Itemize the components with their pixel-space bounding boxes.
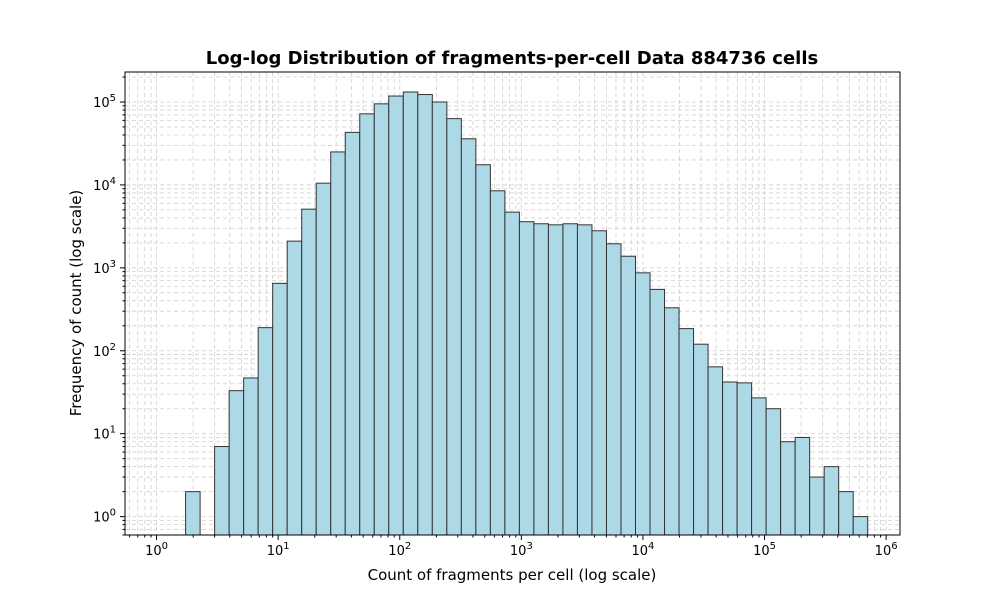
y-tick-label: 104 [93, 176, 116, 194]
histogram-bar [301, 208, 317, 536]
histogram-bars [185, 91, 869, 536]
histogram-bar [446, 118, 462, 536]
histogram-bar [736, 382, 753, 536]
histogram-bar [605, 243, 622, 536]
histogram-bar [533, 223, 549, 536]
histogram-bar [460, 138, 477, 536]
histogram-bar [562, 223, 578, 536]
histogram-bar [315, 182, 332, 536]
histogram-bar [344, 131, 361, 536]
axis-ticks: 100 101 102 103 104 105 106 100 101 102 103 104 105 [93, 76, 898, 559]
histogram-bar [780, 441, 796, 536]
y-tick-label: 100 [93, 508, 116, 526]
y-axis-title: Frequency of count (log scale) [67, 190, 85, 417]
x-axis-title: Count of fragments per cell (log scale) [368, 566, 657, 584]
histogram-bar [693, 343, 709, 536]
histogram-bar [765, 408, 782, 536]
histogram-bar [838, 491, 854, 536]
histogram-bar [373, 103, 390, 536]
chart-title: Log-log Distribution of fragments-per-ce… [206, 48, 818, 69]
histogram-bar [185, 491, 201, 536]
y-tick-label: 101 [93, 425, 116, 443]
histogram-bar [475, 164, 491, 536]
x-tick-label: 101 [267, 541, 290, 559]
y-tick-label: 105 [93, 93, 116, 111]
x-tick-label: 100 [145, 541, 168, 559]
histogram-bar [664, 307, 680, 536]
histogram-bar [635, 272, 651, 536]
histogram-bar [722, 381, 738, 536]
x-tick-label: 106 [875, 541, 898, 559]
histogram-bar [794, 436, 811, 536]
y-tick-label: 103 [93, 259, 116, 277]
histogram-bar [649, 288, 666, 536]
histogram-bar [359, 113, 375, 536]
histogram-bar [272, 282, 288, 536]
histogram-bar [678, 328, 695, 536]
histogram-bar [402, 91, 419, 536]
histogram-bar [286, 240, 303, 536]
histogram-bar [257, 327, 274, 536]
histogram-bar [707, 366, 724, 536]
y-tick-label: 102 [93, 342, 116, 360]
histogram-bar [243, 377, 259, 536]
histogram-bar [852, 516, 869, 536]
histogram-bar [751, 397, 767, 536]
histogram-bar [228, 390, 245, 536]
histogram-bar [823, 466, 840, 536]
histogram-bar [576, 224, 593, 536]
histogram-bar [214, 446, 230, 536]
x-tick-label: 104 [631, 541, 654, 559]
histogram-bar [388, 95, 404, 536]
histogram-bar [431, 101, 448, 536]
histogram-bar [620, 255, 637, 536]
plot-frame [124, 71, 901, 536]
x-tick-label: 102 [388, 541, 411, 559]
x-tick-label: 105 [753, 541, 776, 559]
histogram-bar [417, 94, 433, 536]
histogram-bar [504, 211, 520, 536]
histogram-bar [489, 190, 506, 536]
histogram-bar [518, 221, 535, 536]
histogram-bar [330, 151, 346, 536]
histogram-bar [809, 476, 825, 536]
x-tick-label: 103 [510, 541, 533, 559]
histogram-bar [591, 230, 607, 536]
histogram-bar [547, 224, 564, 536]
